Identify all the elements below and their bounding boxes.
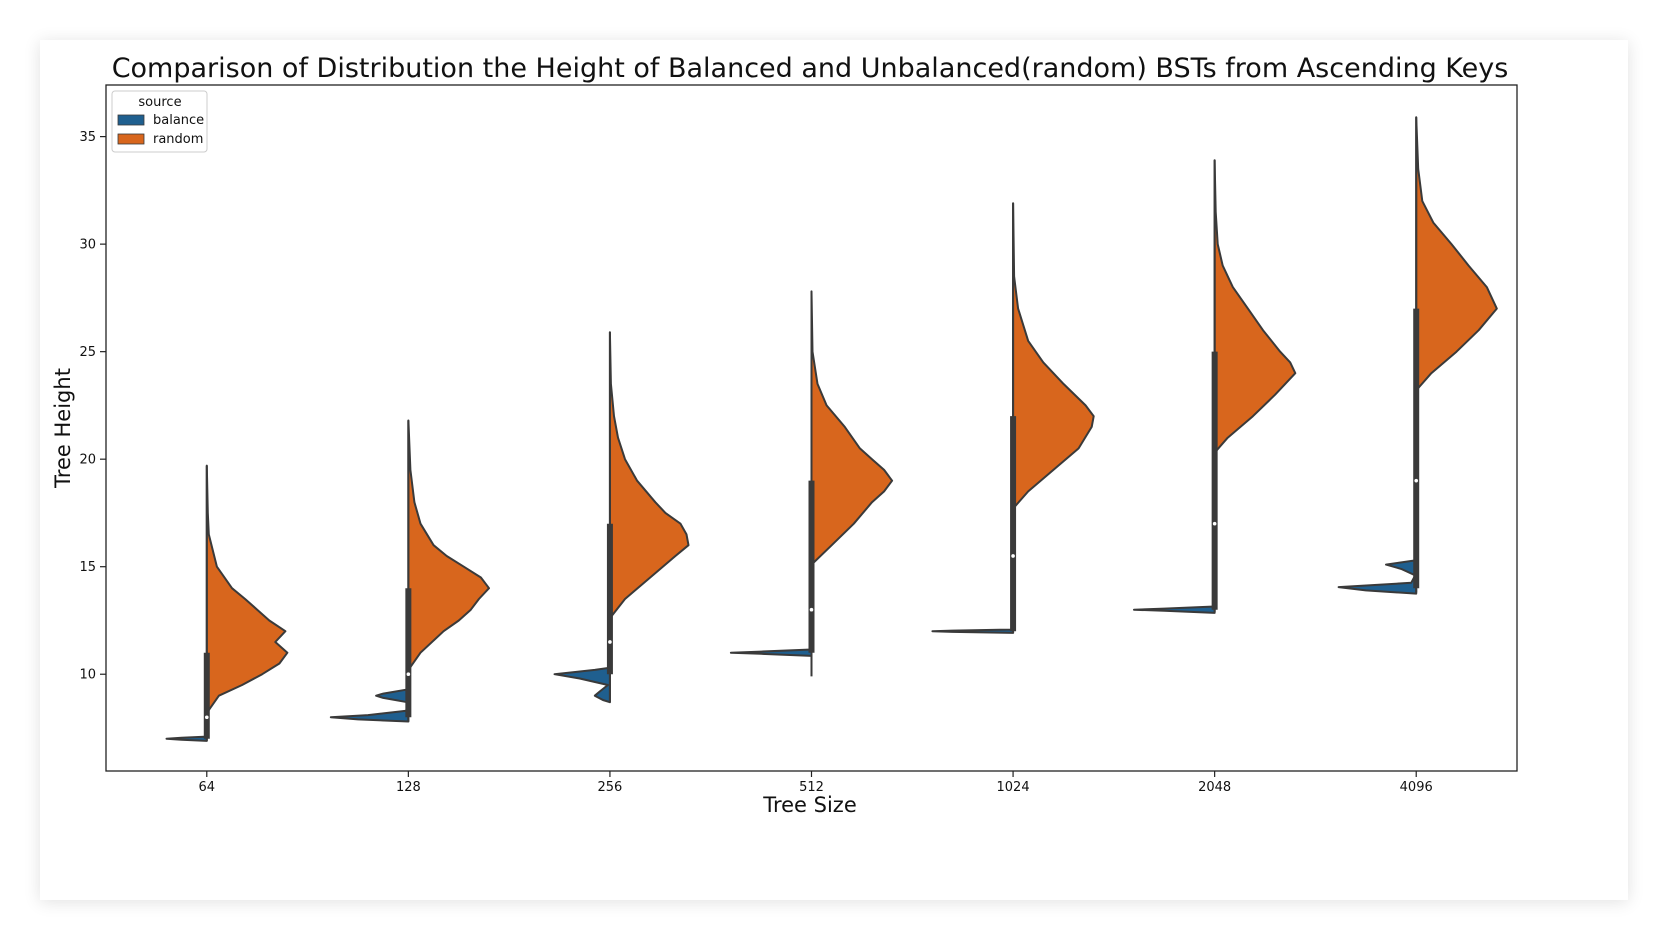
median-point-512: [809, 607, 814, 612]
median-point-128: [406, 672, 411, 677]
violin-balance-256: [553, 666, 611, 704]
legend-swatch-random: [117, 133, 145, 145]
x-tick-label-256: 256: [598, 780, 623, 795]
y-tick-label-35: 35: [79, 130, 96, 145]
y-tick-label-30: 30: [79, 238, 96, 253]
violin-balance-512: [729, 648, 813, 657]
violin-random-512: [810, 290, 894, 566]
x-tick-label-512: 512: [799, 780, 824, 795]
violin-random-2048: [1213, 159, 1297, 454]
x-tick-label-1024: 1024: [997, 780, 1030, 795]
plot-area: [165, 116, 1498, 742]
violin-random-1024: [1012, 202, 1095, 510]
median-point-256: [608, 640, 612, 644]
violin-balance-1024: [931, 628, 1015, 634]
x-tick-label-128: 128: [396, 780, 421, 795]
violin-random-4096: [1415, 116, 1498, 392]
y-tick-label-10: 10: [79, 668, 96, 683]
y-tick-label-25: 25: [79, 345, 96, 360]
legend: source balance random: [111, 90, 208, 153]
x-axis-label: Tree Size: [762, 793, 857, 817]
violin-chart: Comparison of Distribution the Height of…: [51, 53, 1518, 817]
y-tick-label-15: 15: [79, 560, 96, 575]
legend-swatch-balance: [117, 114, 145, 126]
violin-random-256: [608, 331, 690, 620]
median-point-2048: [1212, 521, 1217, 526]
legend-label-balance: balance: [153, 113, 204, 128]
median-point-1024: [1011, 554, 1015, 558]
y-axis-label: Tree Height: [51, 368, 75, 489]
violin-balance-2048: [1133, 605, 1216, 614]
violin-balance-128: [329, 688, 410, 723]
y-axis: 10 15 20 25 30 35: [79, 130, 106, 683]
violin-random-128: [407, 419, 490, 671]
violin-random-64: [205, 464, 289, 714]
legend-title: source: [138, 95, 181, 110]
x-tick-label-2048: 2048: [1198, 780, 1231, 795]
x-tick-label-64: 64: [199, 780, 216, 795]
x-axis: 64 128 256 512 1024 2048 4096: [199, 771, 1433, 795]
chart-title: Comparison of Distribution the Height of…: [112, 53, 1509, 84]
chart-card: Comparison of Distribution the Height of…: [40, 40, 1628, 900]
x-tick-label-4096: 4096: [1400, 780, 1433, 795]
median-point-4096: [1414, 478, 1419, 483]
y-tick-label-20: 20: [79, 453, 96, 468]
violin-balance-4096: [1337, 559, 1418, 595]
median-point-64: [204, 715, 209, 720]
violin-balance-64: [165, 735, 208, 742]
legend-label-random: random: [153, 132, 203, 147]
